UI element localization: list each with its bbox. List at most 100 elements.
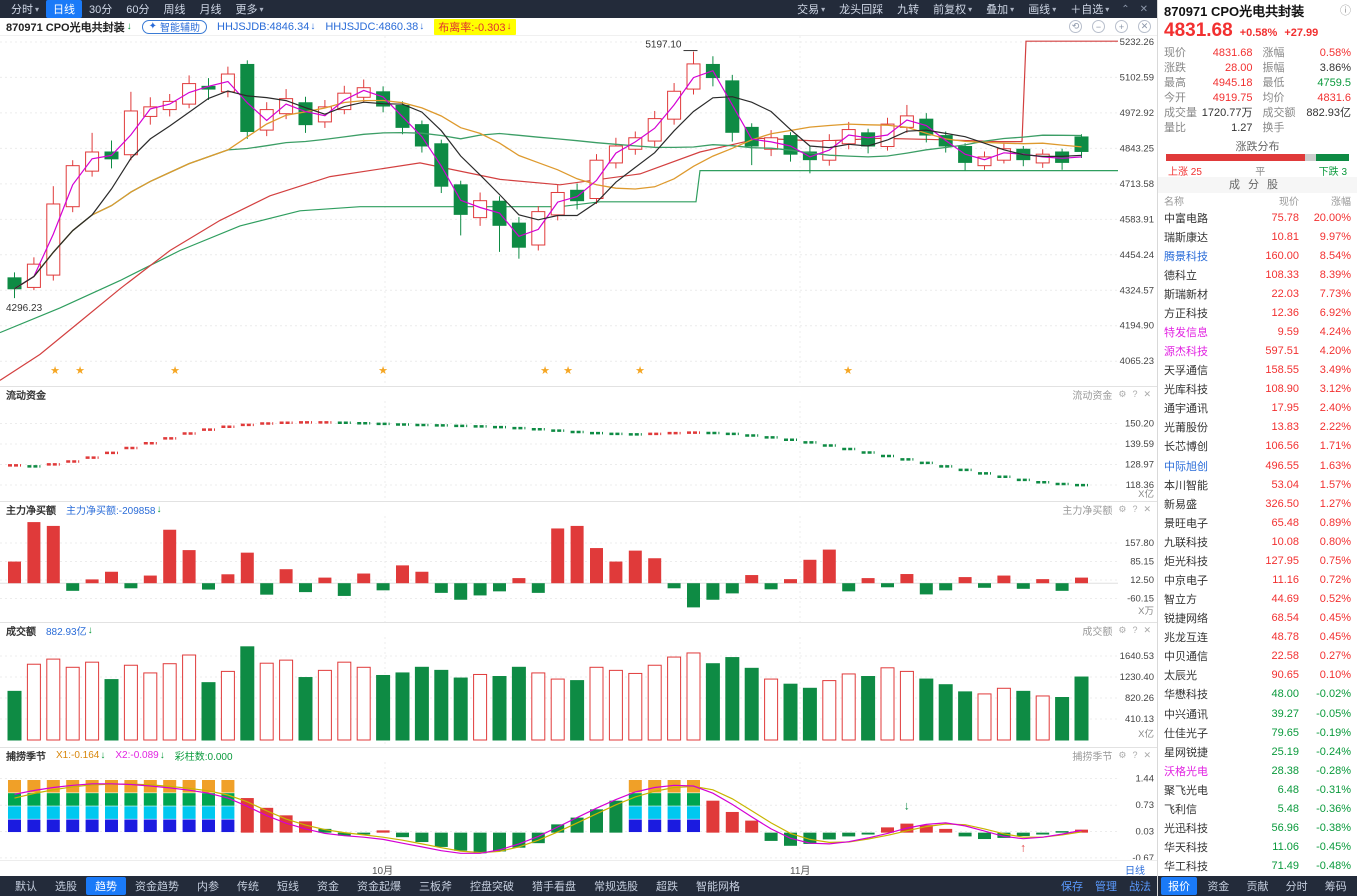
strategy-tab-控盘突破[interactable]: 控盘突破 [470, 881, 514, 893]
strategy-tab-资金趋势[interactable]: 资金趋势 [135, 881, 179, 893]
constituent-row[interactable]: 华工科技 71.49 -0.48% [1164, 860, 1351, 874]
help-icon[interactable]: ? [1132, 389, 1138, 399]
sidebar-tab-筹码[interactable]: 筹码 [1324, 881, 1347, 893]
constituent-row[interactable]: 聚飞光电 6.48 -0.31% [1164, 783, 1351, 797]
constituent-row[interactable]: 华天科技 11.06 -0.45% [1164, 841, 1351, 855]
constituent-row[interactable]: 锐捷网络 68.54 0.45% [1164, 612, 1351, 626]
constituent-row[interactable]: 通宇通讯 17.95 2.40% [1164, 402, 1351, 416]
constituent-row[interactable]: 中京电子 11.16 0.72% [1164, 574, 1351, 588]
close-icon[interactable]: ✕ [1138, 20, 1151, 33]
period-tab-月线[interactable]: 月线 [199, 4, 222, 16]
strategy-tab-猎手看盘[interactable]: 猎手看盘 [532, 881, 576, 893]
sidebar-tab-报价[interactable]: 报价 [1161, 877, 1198, 895]
strategy-tab-趋势[interactable]: 趋势 [86, 877, 126, 895]
period-tab-更多[interactable]: 更多 ▾ [235, 4, 264, 16]
constituent-row[interactable]: 中际旭创 496.55 1.63% [1164, 459, 1351, 473]
gear-icon[interactable]: ⚙ [1118, 503, 1127, 514]
constituent-row[interactable]: 长芯博创 106.56 1.71% [1164, 440, 1351, 454]
help-icon[interactable]: ? [1132, 625, 1138, 635]
constituent-row[interactable]: 源杰科技 597.51 4.20% [1164, 345, 1351, 359]
constituent-row[interactable]: 斯瑞新材 22.03 7.73% [1164, 287, 1351, 301]
strategy-tab-资金起爆[interactable]: 资金起爆 [357, 881, 401, 893]
period-tab-周线[interactable]: 周线 [163, 4, 186, 16]
constituent-row[interactable]: 德科立 108.33 8.39% [1164, 268, 1351, 282]
menu-龙头回踩[interactable]: 龙头回踩 [839, 4, 884, 16]
close-icon[interactable]: ✕ [1143, 749, 1151, 760]
constituent-row[interactable]: 特发信息 9.59 4.24% [1164, 326, 1351, 339]
constituent-row[interactable]: 瑞斯康达 10.81 9.97% [1164, 230, 1351, 244]
constituent-row[interactable]: 腾景科技 160.00 8.54% [1164, 249, 1351, 263]
strategy-tab-常规选股[interactable]: 常规选股 [594, 881, 638, 893]
period-tab-日线[interactable]: 日线 [46, 0, 83, 18]
close-icon[interactable]: ✕ [1139, 3, 1148, 15]
close-icon[interactable]: ✕ [1143, 624, 1151, 635]
strategy-tab-默认[interactable]: 默认 [15, 881, 37, 893]
constituent-row[interactable]: 太辰光 90.65 0.10% [1164, 669, 1351, 683]
strategy-tab-选股[interactable]: 选股 [55, 881, 77, 893]
period-tab-分时[interactable]: 分时 ▾ [11, 4, 40, 16]
chart-stock-label[interactable]: 870971 CPO光电共封装 ↓ [6, 19, 132, 35]
period-tab-30分[interactable]: 30分 [89, 4, 113, 16]
constituent-row[interactable]: 飞利信 5.48 -0.36% [1164, 802, 1351, 816]
constituent-row[interactable]: 炬光科技 127.95 0.75% [1164, 554, 1351, 568]
constituent-row[interactable]: 本川智能 53.04 1.57% [1164, 478, 1351, 492]
ai-assist-toggle[interactable]: ✦ 智能辅助 [141, 19, 207, 34]
menu-自选[interactable]: ＋自选 ▾ [1070, 4, 1110, 16]
gear-icon[interactable]: ⚙ [1118, 388, 1127, 399]
constituent-row[interactable]: 中贝通信 22.58 0.27% [1164, 650, 1351, 664]
strategy-tab-内参[interactable]: 内参 [197, 881, 219, 893]
menu-画线[interactable]: 画线 ▾ [1028, 4, 1057, 16]
constituent-row[interactable]: 九联科技 10.08 0.80% [1164, 535, 1351, 549]
sidebar-tab-贡献[interactable]: 贡献 [1246, 881, 1269, 893]
tool-保存[interactable]: 保存 [1061, 881, 1083, 893]
refresh-icon[interactable]: ⟲ [1069, 20, 1082, 33]
menu-九转[interactable]: 九转 [897, 4, 920, 16]
help-icon[interactable]: ? [1132, 750, 1138, 760]
constituent-row[interactable]: 光库科技 108.90 3.12% [1164, 383, 1351, 397]
col-price[interactable]: 现价 [1279, 197, 1299, 208]
constituent-row[interactable]: 中兴通讯 39.27 -0.05% [1164, 707, 1351, 721]
season-chart[interactable]: 1.44 0.73 0.03 -0.67 ↓ ↑ [0, 762, 1157, 860]
collapse-icon[interactable]: ⌃ [1121, 3, 1130, 15]
strategy-tab-资金[interactable]: 资金 [317, 881, 339, 893]
tool-管理[interactable]: 管理 [1095, 881, 1117, 893]
zoom-out-icon[interactable]: − [1092, 20, 1105, 33]
constituent-row[interactable]: 景旺电子 65.48 0.89% [1164, 516, 1351, 530]
col-name[interactable]: 名称 [1164, 197, 1184, 208]
strategy-tab-三板斧[interactable]: 三板斧 [419, 881, 452, 893]
menu-交易[interactable]: 交易 ▾ [797, 4, 826, 16]
turnover-chart[interactable]: 1640.53 1230.40 820.26 410.13 X亿 [0, 637, 1157, 747]
info-icon[interactable]: ⓘ [1340, 5, 1351, 17]
zoom-in-icon[interactable]: + [1115, 20, 1128, 33]
constituent-row[interactable]: 新易盛 326.50 1.27% [1164, 497, 1351, 511]
constituent-row[interactable]: 仕佳光子 79.65 -0.19% [1164, 726, 1351, 740]
col-change[interactable]: 涨幅 [1331, 197, 1351, 208]
menu-前复权[interactable]: 前复权 ▾ [933, 4, 973, 16]
constituent-row[interactable]: 光莆股份 13.83 2.22% [1164, 421, 1351, 435]
menu-叠加[interactable]: 叠加 ▾ [986, 4, 1015, 16]
constituent-row[interactable]: 方正科技 12.36 6.92% [1164, 306, 1351, 320]
gear-icon[interactable]: ⚙ [1118, 624, 1127, 635]
constituent-row[interactable]: 光迅科技 56.96 -0.38% [1164, 822, 1351, 836]
constituent-row[interactable]: 兆龙互连 48.78 0.45% [1164, 631, 1351, 645]
strategy-tab-超跌[interactable]: 超跌 [656, 881, 678, 893]
constituent-row[interactable]: 沃格光电 28.38 -0.28% [1164, 764, 1351, 778]
main-candlestick-chart[interactable]: 5232.26 5102.59 4972.92 4843.25 4713.58 4583.… [0, 36, 1157, 386]
sidebar-tab-分时[interactable]: 分时 [1285, 881, 1308, 893]
constituent-row[interactable]: 天孚通信 158.55 3.49% [1164, 364, 1351, 378]
gear-icon[interactable]: ⚙ [1118, 749, 1127, 760]
close-icon[interactable]: ✕ [1143, 503, 1151, 514]
constituent-row[interactable]: 星网锐捷 25.19 -0.24% [1164, 745, 1351, 759]
constituent-row[interactable]: 智立方 44.69 0.52% [1164, 593, 1351, 607]
sidebar-tab-资金[interactable]: 资金 [1207, 881, 1230, 893]
period-tab-60分[interactable]: 60分 [126, 4, 150, 16]
strategy-tab-短线[interactable]: 短线 [277, 881, 299, 893]
tool-战法[interactable]: 战法 [1129, 881, 1151, 893]
constituent-row[interactable]: 华懋科技 48.00 -0.02% [1164, 688, 1351, 702]
constituent-row[interactable]: 中富电路 75.78 20.00% [1164, 211, 1351, 225]
strategy-tab-传统[interactable]: 传统 [237, 881, 259, 893]
close-icon[interactable]: ✕ [1143, 388, 1151, 399]
strategy-tab-智能网格[interactable]: 智能网格 [696, 881, 740, 893]
